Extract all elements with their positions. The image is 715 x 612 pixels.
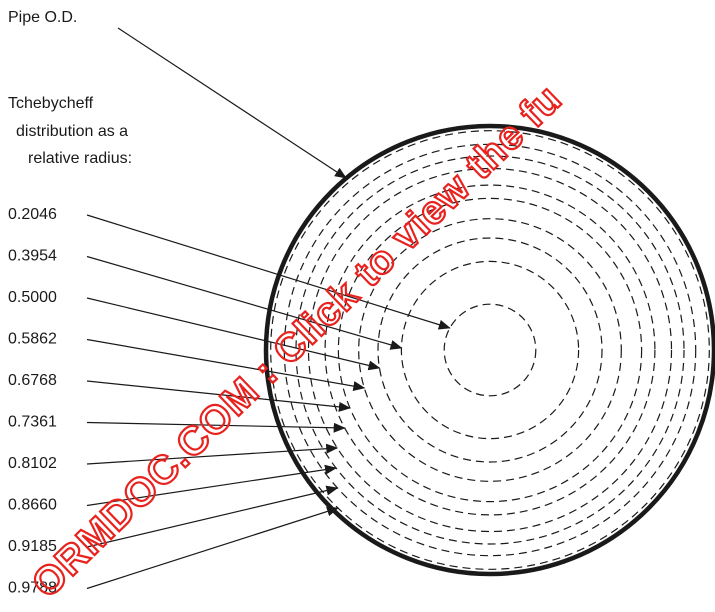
- leader-arrow-4: [86, 338, 366, 392]
- ring-8: [295, 155, 685, 545]
- leader-arrow-2: [86, 255, 403, 350]
- ring-3: [377, 237, 603, 463]
- leader-arrow-9: [86, 485, 339, 548]
- radius-label-10: 0.9788: [8, 580, 57, 597]
- radius-label-3: 0.5000: [8, 289, 57, 306]
- heading-line-1: Tchebycheff: [8, 95, 94, 112]
- radius-label-2: 0.3954: [8, 248, 57, 265]
- heading-line-3: relative radius:: [28, 150, 132, 167]
- leader-arrow-7: [86, 443, 339, 465]
- radius-label-7: 0.8102: [8, 455, 57, 472]
- radius-label-4: 0.5862: [8, 331, 57, 348]
- ring-7: [307, 167, 673, 533]
- ring-6: [324, 184, 656, 516]
- leader-arrow-10: [86, 506, 339, 590]
- leader-arrow-8: [86, 464, 337, 507]
- radius-label-8: 0.8660: [8, 497, 57, 514]
- measurement-rings: [270, 130, 710, 570]
- ring-5: [337, 197, 643, 503]
- radius-label-5: 0.6768: [8, 372, 57, 389]
- ring-4: [358, 218, 622, 482]
- radius-label-9: 0.9185: [8, 538, 57, 555]
- ring-10: [270, 130, 710, 570]
- ring-2: [400, 260, 580, 440]
- radius-label-6: 0.7361: [8, 414, 57, 431]
- pipe-od-label: Pipe O.D.: [8, 9, 77, 26]
- ring-1: [443, 303, 537, 397]
- pipe-od-arrow: [117, 27, 347, 179]
- radius-labels: 0.2046 0.3954 0.5000 0.5862 0.6768 0.7361 0.81…: [8, 206, 57, 597]
- leader-arrow-6: [86, 421, 346, 433]
- pipe-outer-wall: [263, 123, 715, 577]
- heading-line-2: distribution as a: [16, 123, 128, 140]
- ring-9: [283, 143, 697, 557]
- leader-arrow-5: [86, 380, 351, 412]
- leader-arrows: [86, 214, 451, 590]
- leader-arrow-1: [86, 214, 451, 330]
- radius-label-1: 0.2046: [8, 206, 57, 223]
- leader-arrow-3: [86, 297, 381, 371]
